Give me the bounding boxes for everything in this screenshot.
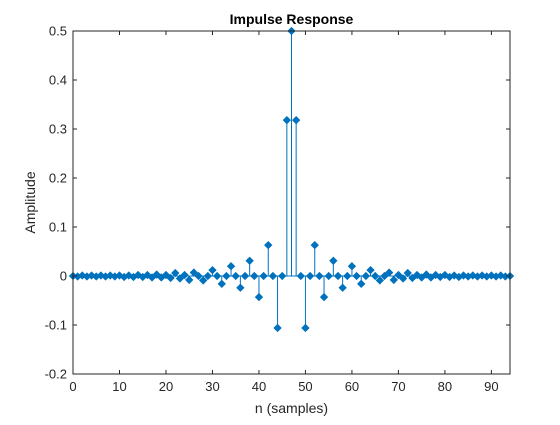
- x-tick-label: 80: [438, 379, 452, 394]
- stem-marker: [180, 270, 189, 280]
- stem-marker: [324, 271, 333, 281]
- stem-marker: [226, 262, 236, 271]
- x-tick-label: 30: [205, 379, 219, 394]
- stem-marker: [366, 265, 375, 275]
- stem-marker: [161, 270, 171, 280]
- stem-marker: [315, 271, 324, 281]
- x-tick-label: 0: [69, 379, 76, 394]
- stem-marker: [375, 276, 384, 285]
- stem-marker: [245, 256, 254, 265]
- x-tick-label: 20: [159, 379, 173, 394]
- stem-marker: [380, 271, 389, 281]
- stem-marker: [361, 271, 371, 281]
- stem-marker: [250, 271, 259, 281]
- stem-marker: [264, 240, 273, 250]
- y-tick-label: 0.1: [49, 220, 67, 235]
- x-tick-label: 40: [252, 379, 266, 394]
- stem-marker: [268, 271, 278, 281]
- stem-marker: [412, 270, 422, 280]
- stem-marker: [347, 262, 357, 271]
- y-tick-label: 0.4: [49, 73, 67, 88]
- stem-marker: [398, 274, 408, 283]
- stem-marker: [185, 275, 194, 285]
- stem-marker: [259, 271, 268, 281]
- stem-marker: [291, 116, 301, 125]
- stem-marker: [301, 323, 310, 333]
- stem-marker: [231, 271, 240, 281]
- x-tick-label: 70: [391, 379, 405, 394]
- axes-box: [72, 30, 511, 375]
- y-tick-label: -0.1: [45, 318, 67, 333]
- stem-marker: [96, 271, 106, 280]
- x-tick-label: 90: [484, 379, 498, 394]
- stem-marker: [338, 283, 347, 292]
- stem-marker: [496, 271, 505, 280]
- stem-marker: [357, 279, 366, 289]
- y-tick-label: -0.2: [45, 367, 67, 382]
- y-tick-label: 0: [60, 269, 67, 284]
- stem-marker: [310, 240, 319, 250]
- x-tick-label: 50: [298, 379, 312, 394]
- stem-marker: [212, 271, 222, 281]
- stem-marker: [171, 268, 180, 278]
- stem-marker: [194, 271, 203, 281]
- stem-marker: [273, 323, 282, 333]
- stem-marker: [389, 275, 398, 285]
- stem-marker: [403, 268, 412, 278]
- stem-marker: [343, 271, 352, 281]
- stem-marker: [143, 270, 152, 280]
- stem-marker: [352, 271, 361, 281]
- stem-marker: [333, 271, 343, 281]
- stem-marker: [394, 270, 403, 280]
- stem-marker: [254, 292, 264, 302]
- stem-marker: [319, 292, 329, 302]
- stem-marker: [278, 271, 287, 281]
- stem-marker: [240, 271, 250, 281]
- x-axis-label: n (samples): [255, 400, 328, 416]
- stem-marker: [440, 270, 450, 280]
- x-tick-label: 10: [112, 379, 126, 394]
- y-tick-label: 0.2: [49, 171, 67, 186]
- stem-marker: [152, 270, 161, 279]
- stem-marker: [371, 271, 380, 281]
- stem-marker: [236, 283, 245, 292]
- stem-marker: [329, 256, 338, 265]
- stem-marker: [431, 270, 440, 280]
- stem-marker: [175, 274, 185, 283]
- stem-marker: [384, 268, 394, 277]
- stem-marker: [282, 116, 292, 125]
- stem-marker: [468, 271, 477, 280]
- stem-marker: [296, 271, 305, 281]
- y-tick-label: 0.3: [49, 122, 67, 137]
- stem-marker: [166, 273, 175, 283]
- ticks-layer: 0 10 20 30 40 50 60 70 80 90 -0.2 -0.1 0 0.1 0.2 0.3 0.4…: [45, 24, 510, 394]
- stem-marker: [305, 271, 315, 281]
- stem-marker: [133, 270, 143, 280]
- stem-marker: [203, 271, 212, 281]
- stem-marker: [208, 265, 217, 275]
- chart-title: Impulse Response: [230, 11, 354, 27]
- y-axis-label: Amplitude: [22, 171, 38, 233]
- y-tick-label: 0.5: [49, 24, 67, 39]
- stem-marker: [222, 271, 231, 281]
- stem-marker: [217, 279, 226, 289]
- plot-layer: [68, 26, 515, 333]
- stem-marker: [199, 276, 208, 285]
- x-tick-label: 60: [345, 379, 359, 394]
- stem-marker: [189, 268, 199, 277]
